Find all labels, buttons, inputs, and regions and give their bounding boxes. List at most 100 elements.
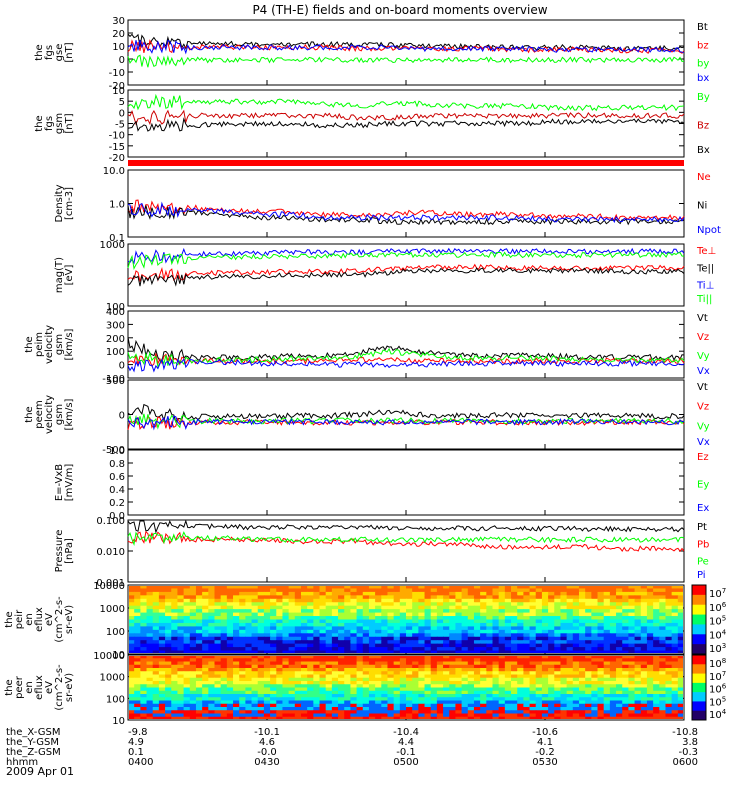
- heatmap-cell: [554, 658, 562, 663]
- heatmap-cell: [189, 591, 197, 596]
- heatmap-cell: [331, 586, 339, 590]
- heatmap-cell: [418, 697, 426, 702]
- heatmap-cell: [498, 619, 506, 624]
- heatmap-cell: [578, 598, 586, 603]
- heatmap-cell: [486, 633, 494, 638]
- heatmap-cell: [189, 703, 197, 708]
- heatmap-cell: [344, 694, 351, 698]
- heatmap-cell: [449, 595, 457, 600]
- heatmap-cell: [603, 656, 611, 659]
- heatmap-cell: [591, 656, 599, 659]
- heatmap-cell: [165, 703, 172, 708]
- heatmap-cell: [653, 609, 660, 614]
- heatmap-cell: [616, 707, 623, 711]
- heatmap-cell: [319, 595, 327, 600]
- heatmap-cell: [646, 671, 654, 676]
- heatmap-cell: [430, 664, 438, 669]
- y-tick-label: 1.0: [109, 200, 125, 211]
- heatmap-cell: [220, 656, 228, 659]
- heatmap-cell: [338, 629, 345, 634]
- heatmap-cell: [665, 598, 673, 603]
- heatmap-cell: [214, 681, 222, 685]
- heatmap-cell: [461, 710, 469, 715]
- heatmap-cell: [486, 716, 494, 719]
- heatmap-cell: [313, 643, 321, 648]
- heatmap-cell: [294, 591, 302, 596]
- heatmap-cell: [282, 602, 290, 607]
- heatmap-cell: [325, 616, 333, 621]
- heatmap-cell: [282, 626, 290, 631]
- heatmap-cell: [412, 622, 419, 627]
- xaxis-value: -10.1: [254, 727, 280, 738]
- heatmap-cell: [146, 687, 154, 692]
- heatmap-cell: [492, 626, 500, 631]
- heatmap-cell: [356, 694, 364, 698]
- heatmap-cell: [578, 690, 586, 695]
- heatmap-cell: [276, 650, 284, 653]
- heatmap-cell: [399, 619, 407, 624]
- heatmap-cell: [245, 629, 253, 634]
- heatmap-cell: [233, 650, 240, 653]
- heatmap-cell: [195, 703, 203, 708]
- heatmap-cell: [129, 586, 135, 590]
- heatmap-cell: [381, 713, 389, 718]
- heatmap-cell: [344, 661, 351, 666]
- heatmap-cell: [541, 671, 549, 676]
- heatmap-cell: [492, 697, 500, 702]
- heatmap-cell: [455, 636, 463, 641]
- heatmap-cell: [183, 668, 191, 672]
- heatmap-cell: [560, 664, 568, 669]
- heatmap-cell: [498, 656, 506, 659]
- heatmap-cell: [511, 602, 518, 607]
- heatmap-cell: [616, 694, 623, 698]
- heatmap-cell: [226, 633, 234, 638]
- heatmap-cell: [338, 586, 345, 590]
- heatmap-cell: [226, 640, 234, 645]
- heatmap-cell: [325, 707, 333, 711]
- heatmap-cell: [597, 656, 605, 659]
- heatmap-cell: [226, 671, 234, 676]
- heatmap-cell: [276, 643, 284, 648]
- heatmap-cell: [257, 616, 265, 621]
- heatmap-cell: [554, 598, 562, 603]
- colorbar-segment: [692, 655, 706, 665]
- heatmap-cell: [220, 643, 228, 648]
- heatmap-cell: [226, 716, 234, 719]
- heatmap-cell: [202, 710, 209, 715]
- heatmap-cell: [263, 661, 271, 666]
- heatmap-cell: [226, 687, 234, 692]
- heatmap-cell: [307, 619, 314, 624]
- heatmap-cell: [597, 647, 605, 652]
- heatmap-cell: [350, 640, 358, 645]
- heatmap-cell: [245, 591, 253, 596]
- heatmap-cell: [257, 598, 265, 603]
- heatmap-cell: [270, 671, 277, 676]
- heatmap-cell: [140, 633, 148, 638]
- heatmap-cell: [338, 661, 345, 666]
- heatmap-cell: [535, 598, 543, 603]
- heatmap-cell: [375, 677, 382, 682]
- heatmap-cell: [616, 647, 623, 652]
- heatmap-cell: [554, 697, 562, 702]
- heatmap-cell: [504, 586, 512, 590]
- heatmap-cell: [461, 602, 469, 607]
- heatmap-cell: [251, 658, 259, 663]
- heatmap-cell: [498, 713, 506, 718]
- heatmap-cell: [257, 716, 265, 719]
- heatmap-cell: [276, 619, 284, 624]
- heatmap-cell: [331, 703, 339, 708]
- heatmap-cell: [424, 605, 432, 610]
- heatmap-cell: [511, 661, 518, 666]
- heatmap-cell: [393, 633, 401, 638]
- heatmap-cell: [566, 697, 574, 702]
- heatmap-cell: [467, 598, 475, 603]
- panel-ylabel: thefgsgse[nT]: [34, 42, 75, 62]
- heatmap-cell: [189, 636, 197, 641]
- heatmap-cell: [331, 622, 339, 627]
- heatmap-cell: [208, 668, 216, 672]
- heatmap-cell: [165, 700, 172, 705]
- heatmap-cell: [146, 595, 154, 600]
- heatmap-cell: [517, 674, 524, 679]
- heatmap-cell: [653, 671, 660, 676]
- heatmap-cell: [140, 690, 148, 695]
